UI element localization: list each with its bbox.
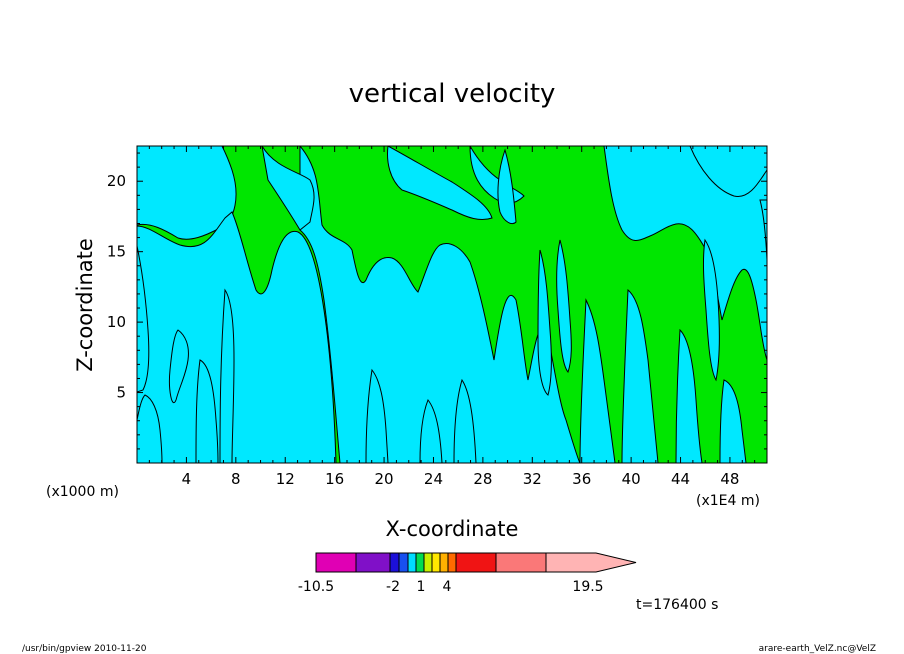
negative-velocity-region — [497, 148, 517, 225]
x-axis: 4 8 12 16 20 24 28 32 36 40 44 48 — [148, 146, 756, 488]
colorbar-segment — [439, 552, 449, 573]
x-tick-label: 4 — [182, 470, 192, 488]
y-axis: 5 10 15 20 — [107, 152, 767, 450]
footer-left: /usr/bin/gpview 2010-11-20 — [22, 644, 147, 654]
negative-velocity-region — [556, 239, 572, 373]
x-tick-label: 28 — [473, 470, 492, 488]
negative-velocity-region — [759, 199, 767, 261]
negative-velocity-region — [419, 399, 443, 463]
colorbar-segment — [545, 552, 637, 573]
negative-velocity-region — [537, 249, 552, 396]
x-tick-label: 32 — [523, 470, 542, 488]
y-tick-label: 10 — [107, 313, 126, 331]
colorbar-tick-label: -2 — [386, 579, 400, 595]
negative-velocity-region — [453, 378, 477, 463]
colorbar-segment — [495, 552, 547, 573]
colorbar-tick-label: -10.5 — [298, 579, 334, 595]
x-tick-label: 24 — [424, 470, 443, 488]
x-tick-label: 20 — [375, 470, 394, 488]
negative-velocity-region — [702, 238, 720, 382]
x-tick-label: 16 — [325, 470, 344, 488]
negative-velocity-region — [169, 329, 189, 403]
colorbar-segment — [431, 552, 441, 573]
x-tick-label: 44 — [671, 470, 690, 488]
negative-velocity-region — [689, 146, 767, 197]
negative-velocity-region — [719, 379, 747, 463]
colorbar-segment — [355, 552, 391, 573]
negative-velocity-region — [579, 298, 616, 463]
colorbar-tick-labels: -10.5 -2 1 4 19.5 — [298, 579, 604, 595]
x-scale-label: (x1000 m) — [46, 484, 119, 500]
colorbar-segment — [455, 552, 497, 573]
negative-velocity-region — [137, 211, 337, 463]
y-tick-label: 5 — [116, 384, 126, 402]
colorbar-tick-label: 4 — [443, 579, 452, 595]
negative-velocity-region — [219, 288, 235, 463]
negative-velocity-region — [621, 288, 659, 463]
velocity-field — [137, 146, 767, 463]
x-scale-label-right: (x1E4 m) — [696, 493, 760, 509]
negative-velocity-region — [137, 245, 150, 393]
y-tick-label: 15 — [107, 243, 126, 261]
negative-velocity-region — [261, 146, 315, 231]
plot-frame — [136, 145, 768, 464]
x-tick-label: 8 — [231, 470, 241, 488]
colorbar-segment — [315, 552, 357, 573]
colorbar — [315, 552, 637, 573]
colorbar-segment — [423, 552, 433, 573]
x-tick-label: 12 — [276, 470, 295, 488]
colorbar-tick-label: 1 — [417, 579, 426, 595]
colorbar-segment — [407, 552, 417, 573]
colorbar-segment — [389, 552, 400, 573]
time-label: t=176400 s — [636, 597, 718, 613]
y-tick-label: 20 — [107, 172, 126, 190]
colorbar-tick-label: 19.5 — [572, 579, 603, 595]
colorbar-segment — [447, 552, 457, 573]
x-tick-label: 48 — [720, 470, 739, 488]
negative-velocity-region — [195, 359, 219, 463]
x-tick-label: 36 — [572, 470, 591, 488]
x-axis-label: X-coordinate — [386, 517, 519, 541]
chart-title: vertical velocity — [349, 79, 556, 109]
negative-velocity-region — [365, 368, 389, 463]
negative-velocity-region — [387, 146, 493, 221]
negative-velocity-region — [675, 328, 703, 463]
footer-right: arare-earth_VelZ.nc@VelZ — [759, 644, 876, 654]
colorbar-segment — [415, 552, 425, 573]
x-tick-label: 40 — [622, 470, 641, 488]
plot-area — [136, 145, 768, 464]
colorbar-segment — [398, 552, 409, 573]
negative-velocity-region — [137, 394, 163, 463]
y-axis-label: Z-coordinate — [73, 238, 97, 372]
